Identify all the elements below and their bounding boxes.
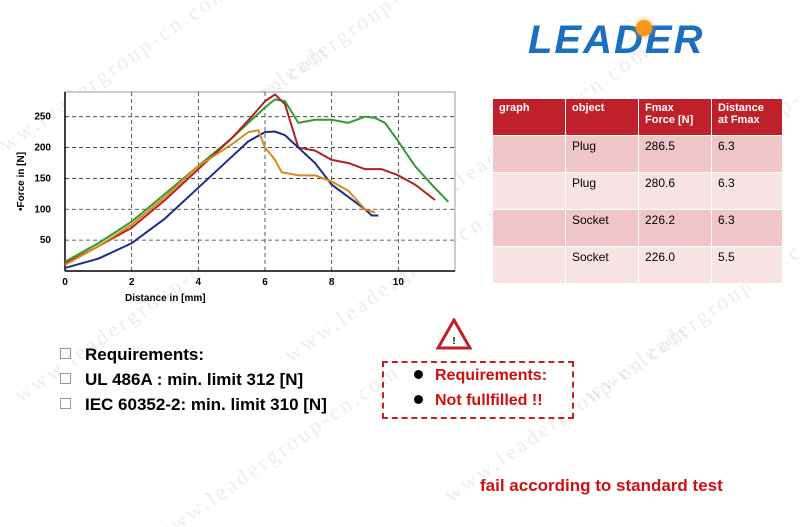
table-cell: 286.5 [638,135,712,173]
table-cell: Socket [565,246,639,284]
x-tick-label: 6 [262,277,268,288]
table-cell: Plug [565,172,639,210]
requirement-item: IEC 60352-2: min. limit 310 [N] [60,392,327,417]
logo: LEADER [528,18,704,63]
table-header-cell: object [565,98,639,136]
y-tick-label: 100 [34,204,51,215]
table-row: Plug 286.5 6.3 [492,135,783,173]
table-header-cell: graph [492,98,566,136]
table-cell: 6.3 [711,172,783,210]
requirements: Requirements: UL 486A : min. limit 312 [N… [60,342,327,417]
y-tick-label: 200 [34,143,51,154]
table-header: graph object Fmax Force [N] Distance at Fma… [492,98,783,136]
curve [64,130,379,269]
table-body: Plug 286.5 6.3 Plug 280.6 6.3 Socket 226.2 6.3 So… [492,135,783,284]
x-tick-label: 0 [62,277,68,288]
curve [64,98,450,263]
logo-sun [636,20,652,36]
curve [64,129,376,266]
warning-item: Not fullfilled !! [414,388,572,413]
x-axis-label: Distance in [mm] [125,293,206,304]
table-cell: 6.3 [711,135,783,173]
table-cell [492,246,566,284]
table-row: Plug 280.6 6.3 [492,172,783,210]
chart: 50 100 150 200 250 0 2 4 6 8 10 •Force in [N] Distan… [16,91,456,304]
x-tick-label: 4 [196,277,202,288]
x-tick-label: 10 [393,277,405,288]
warning-item: Requirements: [414,363,572,388]
table-header-cell: Fmax Force [N] [638,98,712,136]
table-cell: Socket [565,209,639,247]
x-tick-label: 2 [129,277,135,288]
warning-icon: ! [436,318,472,350]
logo-text: LEADER [528,18,705,62]
warning-box: Requirements: Not fullfilled !! [382,361,574,419]
y-tick-label: 150 [34,173,51,184]
requirement-item: Requirements: [60,342,327,367]
y-tick-label: 250 [34,112,51,123]
footer: fail according to standard test [480,476,723,495]
table-cell [492,172,566,210]
table-cell: 226.2 [638,209,712,247]
table-cell [492,135,566,173]
table-header-cell: Distance at Fmax [711,98,783,136]
table-cell: Plug [565,135,639,173]
curve [64,93,436,265]
table-cell: 5.5 [711,246,783,284]
y-tick-label: 50 [40,235,52,246]
x-tick-label: 8 [329,277,335,288]
svg-text:!: ! [452,336,455,347]
table-cell [492,209,566,247]
y-axis-label: •Force in [N] [16,152,27,211]
table-cell: 6.3 [711,209,783,247]
table-row: Socket 226.2 6.3 [492,209,783,247]
requirement-item: UL 486A : min. limit 312 [N] [60,367,327,392]
plot-area [64,91,456,272]
result-table: graph object Fmax Force [N] Distance at Fma… [492,98,783,284]
table-row: Socket 226.0 5.5 [492,246,783,284]
table-cell: 226.0 [638,246,712,284]
table-cell: 280.6 [638,172,712,210]
